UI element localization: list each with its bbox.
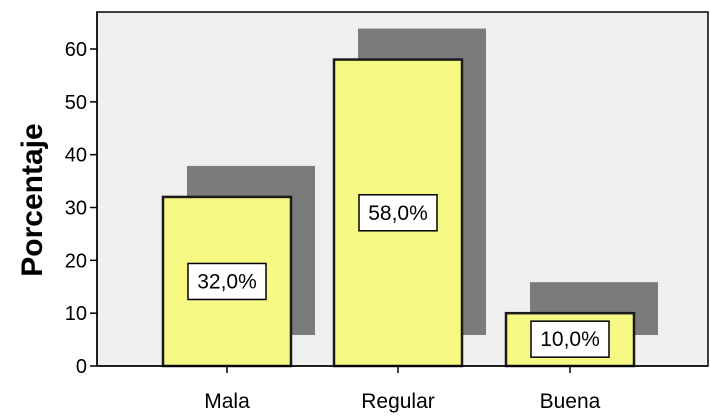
y-axis-label: Porcentaje (16, 123, 49, 276)
data-label: 58,0% (358, 194, 438, 232)
data-label-box (358, 194, 438, 232)
y-tick-label: 0 (76, 356, 87, 378)
y-tick-label: 10 (65, 303, 87, 325)
y-tick-label: 20 (65, 250, 87, 272)
x-tick-label: Regular (361, 390, 435, 413)
data-label: 10,0% (530, 320, 610, 358)
x-tick-label: Buena (540, 390, 601, 413)
data-label-text: 10,0% (540, 328, 600, 351)
y-tick-label: 60 (65, 39, 87, 61)
data-label-text: 32,0% (197, 270, 257, 293)
data-label-box (530, 320, 610, 358)
y-tick-label: 30 (65, 198, 87, 220)
x-axis: Mala Regular Buena (97, 365, 708, 413)
data-label-text: 58,0% (368, 202, 428, 225)
data-labels: 32,0% 58,0% 10,0% (187, 194, 610, 358)
x-tick-label: Mala (204, 390, 250, 413)
y-axis: 0 10 20 30 40 50 60 (65, 12, 98, 378)
y-tick-label: 40 (65, 145, 87, 167)
y-tick-label: 50 (65, 92, 87, 114)
data-label: 32,0% (187, 262, 267, 301)
data-label-box (187, 262, 267, 301)
